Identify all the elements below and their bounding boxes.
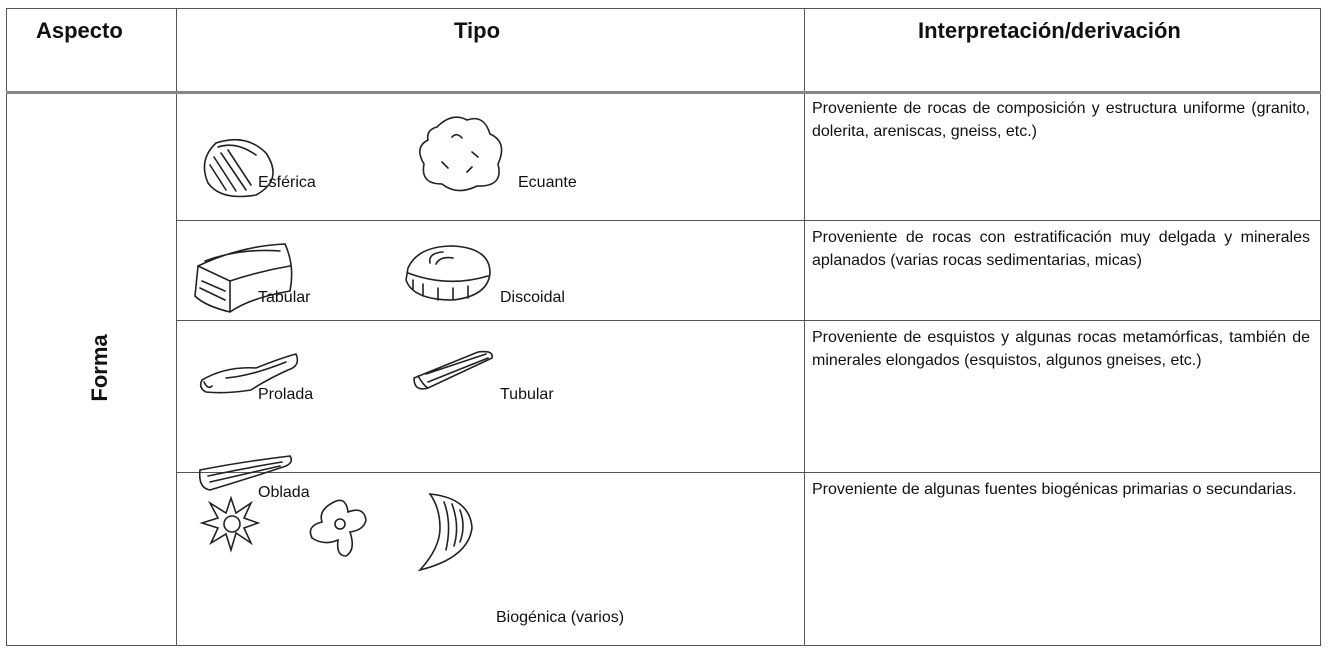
interpretation: Proveniente de esquistos y algunas rocas… <box>812 329 1310 369</box>
border <box>6 8 7 646</box>
sketch <box>309 499 367 557</box>
interpretation: Proveniente de rocas de composición y es… <box>812 100 1310 140</box>
border <box>176 8 177 646</box>
sketch <box>203 138 274 198</box>
type-label: Oblada <box>258 484 310 501</box>
border <box>176 220 1321 221</box>
type-label: Ecuante <box>518 174 577 191</box>
sketch <box>198 455 293 491</box>
sketch <box>419 116 503 192</box>
type-label: Biogénica (varios) <box>496 609 625 626</box>
header: Aspecto <box>36 18 123 43</box>
sketch <box>194 243 293 313</box>
interpretation: Proveniente de algunas fuentes biogénica… <box>812 481 1297 498</box>
interpretation: Proveniente de rocas con estratificación… <box>812 229 1310 269</box>
border <box>1320 8 1321 646</box>
aspect: Forma <box>87 334 112 402</box>
type-label: Tabular <box>258 289 311 306</box>
type-label: Discoidal <box>500 289 565 306</box>
sketch <box>199 495 261 553</box>
border <box>6 8 1321 9</box>
header: Tipo <box>454 18 501 43</box>
type-label: Prolada <box>258 386 314 403</box>
sketch <box>413 350 494 390</box>
border <box>176 320 1321 321</box>
type-label: Tubular <box>500 386 554 403</box>
sketch <box>417 493 473 572</box>
header: Interpretación/derivación <box>918 18 1181 43</box>
sketch <box>199 353 299 394</box>
border <box>804 8 805 646</box>
sketch <box>405 245 491 301</box>
border <box>6 645 1321 646</box>
border <box>176 472 1321 473</box>
border <box>6 91 1321 94</box>
